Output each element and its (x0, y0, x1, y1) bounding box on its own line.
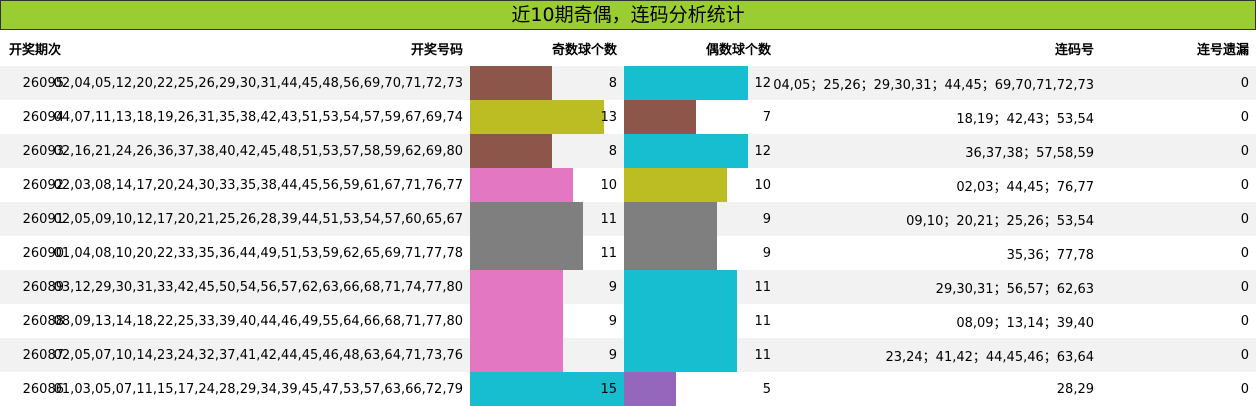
even-count-cell: 9 (762, 245, 771, 261)
even-count-bar (624, 236, 717, 270)
miss-cell: 0 (1240, 177, 1249, 193)
even-count-bar (624, 100, 697, 134)
even-count-bar (624, 304, 738, 338)
header-consecutive: 连码号 (1054, 42, 1094, 58)
numbers-cell: 02,05,07,10,14,23,24,32,37,41,42,44,45,4… (53, 347, 463, 363)
even-count-bar (624, 66, 748, 100)
miss-cell: 0 (1240, 109, 1249, 125)
odd-count-bar (470, 202, 584, 236)
odd-count-cell: 9 (608, 347, 617, 363)
numbers-cell: 08,09,13,14,18,22,25,33,39,40,44,46,49,5… (53, 313, 463, 329)
period-cell: 26088 (22, 313, 64, 329)
header-odd: 奇数球个数 (551, 42, 617, 58)
consecutive-cell: 04,05；25,26；29,30,31；44,45；69,70,71,72,7… (773, 77, 1094, 93)
table-row: 26091 02,05,09,10,12,17,20,21,25,26,28,39… (0, 202, 1256, 236)
odd-count-bar (470, 270, 563, 304)
miss-cell: 0 (1240, 211, 1249, 227)
table-row: 26092 02,03,08,14,17,20,24,30,33,35,38,44… (0, 168, 1256, 202)
consecutive-cell: 35,36；77,78 (1006, 247, 1094, 263)
consecutive-cell: 28,29 (1056, 381, 1094, 397)
odd-count-cell: 8 (608, 143, 617, 159)
miss-cell: 0 (1240, 279, 1249, 295)
header-period: 开奖期次 (9, 42, 62, 58)
miss-cell: 0 (1240, 381, 1249, 397)
odd-count-bar (470, 168, 573, 202)
consecutive-cell: 23,24；41,42；44,45,46；63,64 (885, 349, 1094, 365)
period-cell: 26087 (22, 347, 64, 363)
table-header: 开奖期次 开奖号码 奇数球个数 偶数球个数 连码号 连号遗漏 (0, 30, 1256, 66)
even-count-bar (624, 372, 676, 406)
odd-count-bar (470, 100, 604, 134)
period-cell: 26093 (22, 143, 64, 159)
even-count-bar (624, 338, 738, 372)
odd-count-bar (470, 372, 624, 406)
consecutive-cell: 08,09；13,14；39,40 (956, 315, 1094, 331)
period-cell: 26092 (22, 177, 64, 193)
period-cell: 26091 (22, 211, 64, 227)
header-miss: 连号遗漏 (1196, 42, 1249, 58)
even-count-bar (624, 134, 748, 168)
period-cell: 26095 (22, 75, 64, 91)
miss-cell: 0 (1240, 75, 1249, 91)
numbers-cell: 01,04,08,10,20,22,33,35,36,44,49,51,53,5… (53, 245, 463, 261)
numbers-cell: 02,04,05,12,20,22,25,26,29,30,31,44,45,4… (53, 75, 463, 91)
odd-count-bar (470, 134, 553, 168)
numbers-cell: 02,03,08,14,17,20,24,30,33,35,38,44,45,5… (53, 177, 463, 193)
odd-count-bar (470, 304, 563, 338)
even-count-cell: 11 (754, 347, 771, 363)
odd-count-cell: 13 (600, 109, 617, 125)
period-cell: 26094 (22, 109, 64, 125)
odd-count-cell: 9 (608, 279, 617, 295)
numbers-cell: 01,03,05,07,11,15,17,24,28,29,34,39,45,4… (53, 381, 463, 397)
even-count-bar (624, 168, 727, 202)
even-count-cell: 12 (754, 75, 771, 91)
odd-count-bar (470, 66, 553, 100)
period-cell: 26089 (22, 279, 64, 295)
table-row: 26090 01,04,08,10,20,22,33,35,36,44,49,51… (0, 236, 1256, 270)
table-row: 26088 08,09,13,14,18,22,25,33,39,40,44,46… (0, 304, 1256, 338)
table-body: 26095 02,04,05,12,20,22,25,26,29,30,31,44… (0, 66, 1256, 406)
table-row: 26095 02,04,05,12,20,22,25,26,29,30,31,44… (0, 66, 1256, 100)
numbers-cell: 02,05,09,10,12,17,20,21,25,26,28,39,44,5… (53, 211, 463, 227)
odd-count-cell: 11 (600, 245, 617, 261)
even-count-cell: 12 (754, 143, 771, 159)
odd-count-cell: 11 (600, 211, 617, 227)
miss-cell: 0 (1240, 313, 1249, 329)
page-title: 近10期奇偶，连码分析统计 (0, 0, 1256, 30)
even-count-cell: 10 (754, 177, 771, 193)
miss-cell: 0 (1240, 347, 1249, 363)
even-count-cell: 11 (754, 313, 771, 329)
period-cell: 26090 (22, 245, 64, 261)
consecutive-cell: 02,03；44,45；76,77 (956, 179, 1094, 195)
miss-cell: 0 (1240, 245, 1249, 261)
odd-count-cell: 10 (600, 177, 617, 193)
table-row: 26089 03,12,29,30,31,33,42,45,50,54,56,57… (0, 270, 1256, 304)
consecutive-cell: 36,37,38；57,58,59 (965, 145, 1094, 161)
header-numbers: 开奖号码 (410, 42, 463, 58)
consecutive-cell: 09,10；20,21；25,26；53,54 (906, 213, 1094, 229)
table-row: 26086 01,03,05,07,11,15,17,24,28,29,34,39… (0, 372, 1256, 406)
numbers-cell: 04,07,11,13,18,19,26,31,35,38,42,43,51,5… (53, 109, 463, 125)
header-even: 偶数球个数 (705, 42, 771, 58)
odd-count-cell: 9 (608, 313, 617, 329)
odd-count-cell: 15 (600, 381, 617, 397)
table-row: 26087 02,05,07,10,14,23,24,32,37,41,42,44… (0, 338, 1256, 372)
table-row: 26093 02,16,21,24,26,36,37,38,40,42,45,48… (0, 134, 1256, 168)
even-count-cell: 9 (762, 211, 771, 227)
even-count-bar (624, 270, 738, 304)
consecutive-cell: 18,19；42,43；53,54 (956, 111, 1094, 127)
even-count-cell: 7 (762, 109, 771, 125)
even-count-cell: 11 (754, 279, 771, 295)
miss-cell: 0 (1240, 143, 1249, 159)
even-count-cell: 5 (762, 381, 771, 397)
odd-count-cell: 8 (608, 75, 617, 91)
odd-count-bar (470, 338, 563, 372)
even-count-bar (624, 202, 717, 236)
numbers-cell: 03,12,29,30,31,33,42,45,50,54,56,57,62,6… (53, 279, 463, 295)
table-row: 26094 04,07,11,13,18,19,26,31,35,38,42,43… (0, 100, 1256, 134)
period-cell: 26086 (22, 381, 64, 397)
numbers-cell: 02,16,21,24,26,36,37,38,40,42,45,48,51,5… (53, 143, 463, 159)
consecutive-cell: 29,30,31；56,57；62,63 (935, 281, 1094, 297)
odd-count-bar (470, 236, 584, 270)
